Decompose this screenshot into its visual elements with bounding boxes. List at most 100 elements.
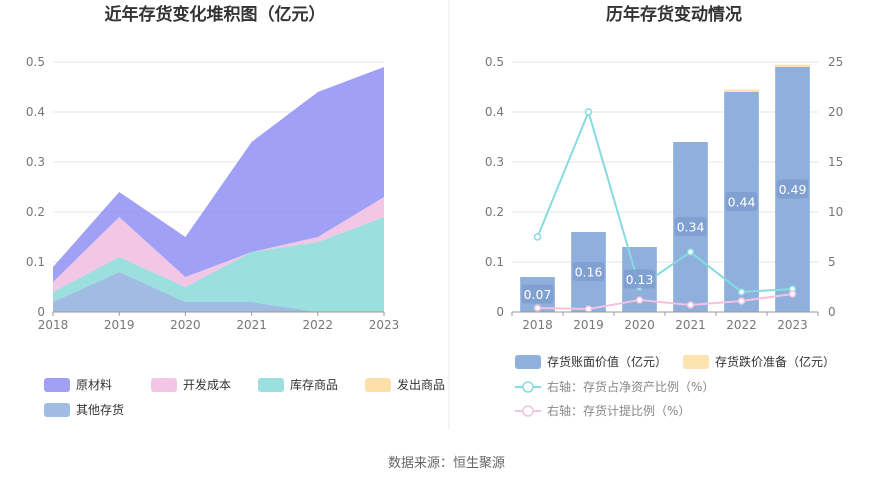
line-point-2 <box>584 305 593 313</box>
right-legend-label: 存货跌价准备（亿元） <box>715 354 835 369</box>
left-legend-label: 库存商品 <box>290 377 338 392</box>
right-y-tick-label: 0.4 <box>485 105 504 119</box>
bar-data-label-bg <box>776 179 809 199</box>
bar-data-label: 0.07 <box>521 284 554 304</box>
right-legend-label: 存货账面价值（亿元） <box>547 354 667 369</box>
left-y-tick-label: 0.4 <box>26 105 45 119</box>
bar-data-label-text: 0.49 <box>779 182 807 197</box>
line-point-1 <box>584 108 593 116</box>
line-point-1 <box>686 248 695 256</box>
right-legend-label: 右轴：存货计提比例（%） <box>547 403 690 418</box>
bar-data-label-bg <box>572 262 605 281</box>
bar-data-label: 0.16 <box>572 262 605 281</box>
right-y2-tick-label: 5 <box>828 255 836 269</box>
left-legend-swatch <box>44 403 70 417</box>
right-chart-title: 历年存货变动情况 <box>606 4 742 25</box>
left-legend-swatch <box>258 378 284 392</box>
line-point-2 <box>533 304 542 312</box>
right-legend-item[interactable]: 存货跌价准备（亿元） <box>683 354 835 369</box>
line-point-2 <box>788 290 797 298</box>
line-point-2 <box>737 297 746 305</box>
right-y-tick-label: 0.3 <box>485 155 504 169</box>
left-y-tick-label: 0.1 <box>26 255 45 269</box>
right-legend-swatch <box>683 355 709 369</box>
bar-data-label: 0.13 <box>623 269 656 289</box>
left-legend-item[interactable]: 原材料 <box>44 378 112 392</box>
left-chart-title: 近年存货变化堆积图（亿元） <box>105 4 326 25</box>
bar-data-label-text: 0.13 <box>626 272 654 287</box>
left-x-tick-label: 2019 <box>104 318 135 332</box>
left-legend-label: 其他存货 <box>76 402 124 417</box>
right-y-tick-label: 0 <box>496 305 504 319</box>
left-legend-label: 原材料 <box>76 378 112 392</box>
right-legend-marker <box>522 405 534 417</box>
right-legend-item[interactable]: 存货账面价值（亿元） <box>515 354 667 369</box>
bar-impairment-reserve <box>775 64 810 67</box>
bar-data-label-text: 0.34 <box>677 220 705 235</box>
left-axes: 0 0.1 0.2 0.3 0.4 0.5 2018 2019 2020 2021 2022 2023 <box>26 55 399 332</box>
area-库存商品 <box>53 217 384 312</box>
right-y2-tick-label: 15 <box>828 155 843 169</box>
right-x-tick-label: 2019 <box>573 318 604 332</box>
right-legend-item[interactable]: 右轴：存货占净资产比例（%） <box>515 379 714 394</box>
left-legend-swatch <box>44 378 70 392</box>
right-bar-line-chart: 历年存货变动情况 0.07 0.16 0.13 0.34 0.44 0.49 0 0.1 0.… <box>485 4 843 418</box>
line-series-1 <box>536 108 793 294</box>
bar-data-label: 0.49 <box>776 179 809 199</box>
bar-data-label-bg <box>521 284 554 304</box>
right-lines <box>533 108 797 313</box>
bar-data-label: 0.44 <box>725 192 758 211</box>
bar-data-label-bg <box>725 192 758 211</box>
left-y-tick-label: 0.3 <box>26 155 45 169</box>
left-legend-item[interactable]: 开发成本 <box>151 377 231 392</box>
bar-data-label-bg <box>623 269 656 289</box>
left-stacked-area-chart: 近年存货变化堆积图（亿元） 0 0.1 0.2 0.3 0.4 0.5 2018 2019 20… <box>26 4 445 417</box>
right-x-tick-label: 2022 <box>726 318 757 332</box>
right-x-tick-label: 2018 <box>522 318 553 332</box>
right-x-tick-label: 2023 <box>777 318 808 332</box>
area-开发成本 <box>53 197 384 292</box>
right-legend-item[interactable]: 右轴：存货计提比例（%） <box>515 403 690 418</box>
right-y2-tick-label: 0 <box>828 305 836 319</box>
left-y-tick-label: 0.2 <box>26 205 45 219</box>
right-x-tick-label: 2021 <box>675 318 706 332</box>
line-point-2 <box>686 301 695 309</box>
line-point-1 <box>533 233 542 241</box>
left-areas <box>53 67 384 312</box>
left-x-tick-label: 2023 <box>369 318 400 332</box>
area-原材料 <box>53 67 384 282</box>
left-y-tick-label: 0 <box>37 305 45 319</box>
left-y-tick-label: 0.5 <box>26 55 45 69</box>
left-legend-item[interactable]: 库存商品 <box>258 377 338 392</box>
bar-impairment-reserve <box>724 89 759 92</box>
right-axes: 0 0.1 0.2 0.3 0.4 0.5 0 5 10 15 20 25 2018 2019 2020 20… <box>485 55 843 332</box>
left-x-tick-label: 2022 <box>303 318 334 332</box>
right-y-tick-label: 0.1 <box>485 255 504 269</box>
left-x-tick-label: 2021 <box>236 318 267 332</box>
right-y2-tick-label: 25 <box>828 55 843 69</box>
bar-data-label-text: 0.07 <box>524 287 552 302</box>
right-legend-label: 右轴：存货占净资产比例（%） <box>547 379 714 394</box>
bar-data-label-text: 0.44 <box>728 195 756 210</box>
left-legend-swatch <box>365 378 391 392</box>
line-point-2 <box>635 296 644 304</box>
line-series-2 <box>537 293 793 311</box>
left-legend-label: 发出商品 <box>397 377 445 392</box>
right-y2-tick-label: 20 <box>828 105 843 119</box>
right-grid <box>512 61 818 313</box>
area-其他存货 <box>53 272 384 312</box>
right-x-tick-label: 2020 <box>624 318 655 332</box>
left-x-tick-label: 2020 <box>170 318 201 332</box>
left-legend-item[interactable]: 发出商品 <box>365 377 445 392</box>
right-legend-marker <box>522 381 534 393</box>
data-source-footer: 数据来源：恒生聚源 <box>387 456 505 471</box>
bar-data-label-bg <box>674 217 707 236</box>
right-y-tick-label: 0.5 <box>485 55 504 69</box>
right-legend[interactable]: 存货账面价值（亿元） 存货跌价准备（亿元）右轴：存货占净资产比例（%） 右轴：存货计… <box>515 354 835 418</box>
left-legend-item[interactable]: 其他存货 <box>44 402 124 417</box>
line-point-1 <box>737 288 746 296</box>
right-bars <box>520 64 810 312</box>
bar-data-label-text: 0.16 <box>575 265 603 280</box>
